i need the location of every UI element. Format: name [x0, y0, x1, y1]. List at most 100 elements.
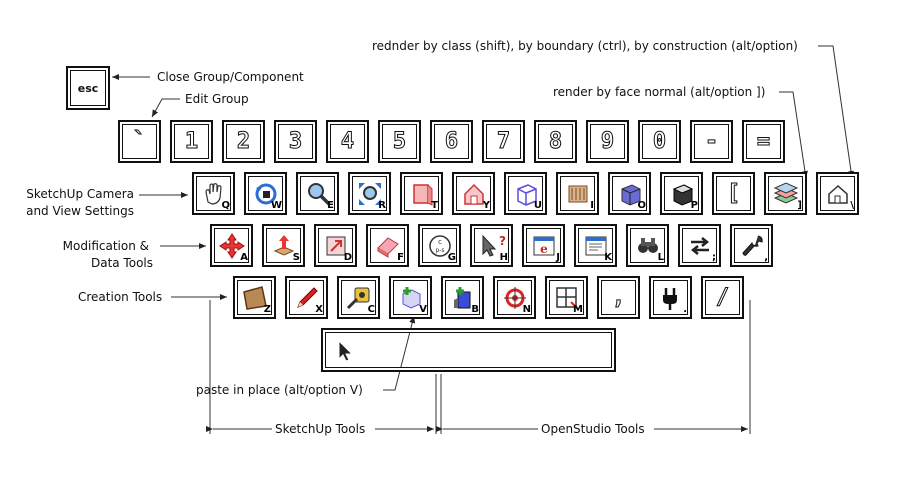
key-q-row-11-key[interactable]: ] — [764, 172, 807, 215]
front-view-icon — [412, 183, 432, 206]
key-num-9-key[interactable]: 9 — [586, 120, 629, 163]
key-z-row-9-key[interactable]: / — [701, 276, 744, 319]
key-a-row-1-key[interactable]: S — [262, 224, 305, 267]
key-q-row-9-key[interactable]: P — [660, 172, 703, 215]
key-num-11-key[interactable]: - — [690, 120, 733, 163]
key-a-row-0-key[interactable]: A — [210, 224, 253, 267]
key-a-row-3-key[interactable]: F — [366, 224, 409, 267]
key-num-7-key[interactable]: 7 — [482, 120, 525, 163]
perspective-cube-icon — [672, 183, 693, 206]
key-q-row-0-key[interactable]: Q — [192, 172, 235, 215]
key-num-0-key[interactable]: ` — [118, 120, 161, 163]
modification-label-line1: Modification & — [62, 239, 149, 253]
key-num-1-key[interactable]: 1 — [170, 120, 213, 163]
key-q-row-5-key[interactable]: Y — [452, 172, 495, 215]
key-z-row-3-keycap — [391, 278, 430, 317]
key-q-row-2-shortcut-letter: E — [327, 200, 334, 211]
openstudio-tools-label: OpenStudio Tools — [541, 422, 645, 436]
key-q-row-7-key[interactable]: I — [556, 172, 599, 215]
key-a-row-3-shortcut-letter: F — [397, 252, 404, 263]
key-a-row-4-key[interactable]: c p-s G — [418, 224, 461, 267]
key-q-row-0-keycap — [194, 174, 233, 213]
key-num-8-keycap: 8 — [536, 122, 575, 161]
key-a-row-9-shortcut-letter: ; — [712, 252, 716, 263]
key-a-row-1-shortcut-letter: S — [292, 252, 300, 263]
key-q-row-7-keycap — [558, 174, 597, 213]
key-num-7-glyph: 7 — [496, 129, 511, 155]
key-z-row-6-key[interactable]: M — [545, 276, 588, 319]
hidden-line-icon — [568, 185, 587, 202]
plug-icon — [662, 287, 677, 310]
house-outline-icon — [827, 184, 848, 204]
key-z-row-3-key[interactable]: V — [389, 276, 432, 319]
key-q-row-6-shortcut-letter: U — [533, 200, 542, 211]
key-z-row-7-key[interactable]: , — [597, 276, 640, 319]
key-q-row-1-key[interactable]: W — [244, 172, 287, 215]
key-q-row-11-keycap — [766, 174, 805, 213]
edit-group-label: Edit Group — [185, 92, 249, 106]
key-num-2-key[interactable]: 2 — [222, 120, 265, 163]
key-num-12-keycap: = — [744, 122, 783, 161]
key-num-3-key[interactable]: 3 — [274, 120, 317, 163]
key-q-row-1-keycap — [246, 174, 285, 213]
key-z-row-0-shortcut-letter: Z — [263, 304, 271, 315]
esc-key[interactable]: esc — [66, 66, 110, 110]
key-q-row-2-key[interactable]: E — [296, 172, 339, 215]
key-z-row-1-keycap — [287, 278, 326, 317]
key-num-2-keycap: 2 — [224, 122, 263, 161]
key-z-row-2-key[interactable]: C — [337, 276, 380, 319]
key-q-row-6-keycap — [506, 174, 545, 213]
key-q-row-4-key[interactable]: T — [400, 172, 443, 215]
key-num-3-glyph: 3 — [288, 129, 303, 155]
surface-icon — [242, 285, 267, 310]
key-z-row-1-key[interactable]: X — [285, 276, 328, 319]
orbit-icon — [255, 183, 276, 204]
key-a-row-2-key[interactable]: D — [314, 224, 357, 267]
key-q-row-5-shortcut-letter: Y — [482, 200, 490, 211]
key-num-5-key[interactable]: 5 — [378, 120, 421, 163]
key-z-row-5-key[interactable]: N — [493, 276, 536, 319]
key-q-row-8-key[interactable]: O — [608, 172, 651, 215]
key-num-6-keycap: 6 — [432, 122, 471, 161]
key-a-row-7-key[interactable]: K — [574, 224, 617, 267]
key-a-row-10-key[interactable]: , — [730, 224, 773, 267]
grid-window-icon — [555, 286, 579, 310]
key-num-4-key[interactable]: 4 — [326, 120, 369, 163]
key-num-5-keycap: 5 — [380, 122, 419, 161]
key-z-row-9-glyph: / — [715, 285, 730, 311]
scale-icon — [326, 236, 345, 255]
key-a-row-9-key[interactable]: ; — [678, 224, 721, 267]
key-num-8-key[interactable]: 8 — [534, 120, 577, 163]
move-arrows-icon — [218, 232, 245, 259]
key-q-row-1-shortcut-letter: W — [270, 200, 282, 211]
key-a-row-8-shortcut-letter: L — [657, 252, 664, 263]
key-num-5-glyph: 5 — [392, 129, 407, 155]
key-z-row-8-keycap — [651, 278, 690, 317]
key-q-row-3-key[interactable]: R — [348, 172, 391, 215]
key-num-6-key[interactable]: 6 — [430, 120, 473, 163]
key-z-row-4-key[interactable]: B — [441, 276, 484, 319]
key-num-0-glyph: ` — [132, 129, 147, 155]
key-num-2-glyph: 2 — [236, 129, 251, 155]
key-z-row-0-key[interactable]: Z — [233, 276, 276, 319]
key-num-12-key[interactable]: = — [742, 120, 785, 163]
zoom-extents-icon — [358, 182, 381, 205]
key-num-10-key[interactable]: 0 — [638, 120, 681, 163]
key-a-row-8-key[interactable]: L — [626, 224, 669, 267]
key-q-row-6-key[interactable]: U — [504, 172, 547, 215]
swap-arrows-icon — [690, 236, 709, 255]
key-a-row-8-keycap — [628, 226, 667, 265]
key-z-row-8-key[interactable]: . — [649, 276, 692, 319]
zoom-icon — [307, 182, 330, 205]
spacebar-key[interactable] — [321, 328, 616, 372]
creation-label: Creation Tools — [78, 290, 163, 304]
key-q-row-10-key[interactable]: [ — [712, 172, 755, 215]
svg-text:c: c — [438, 238, 442, 246]
key-z-row-5-keycap — [495, 278, 534, 317]
key-num-10-keycap: 0 — [640, 122, 679, 161]
key-q-row-12-key[interactable]: \ — [816, 172, 859, 215]
key-a-row-5-key[interactable]: ? H — [470, 224, 513, 267]
